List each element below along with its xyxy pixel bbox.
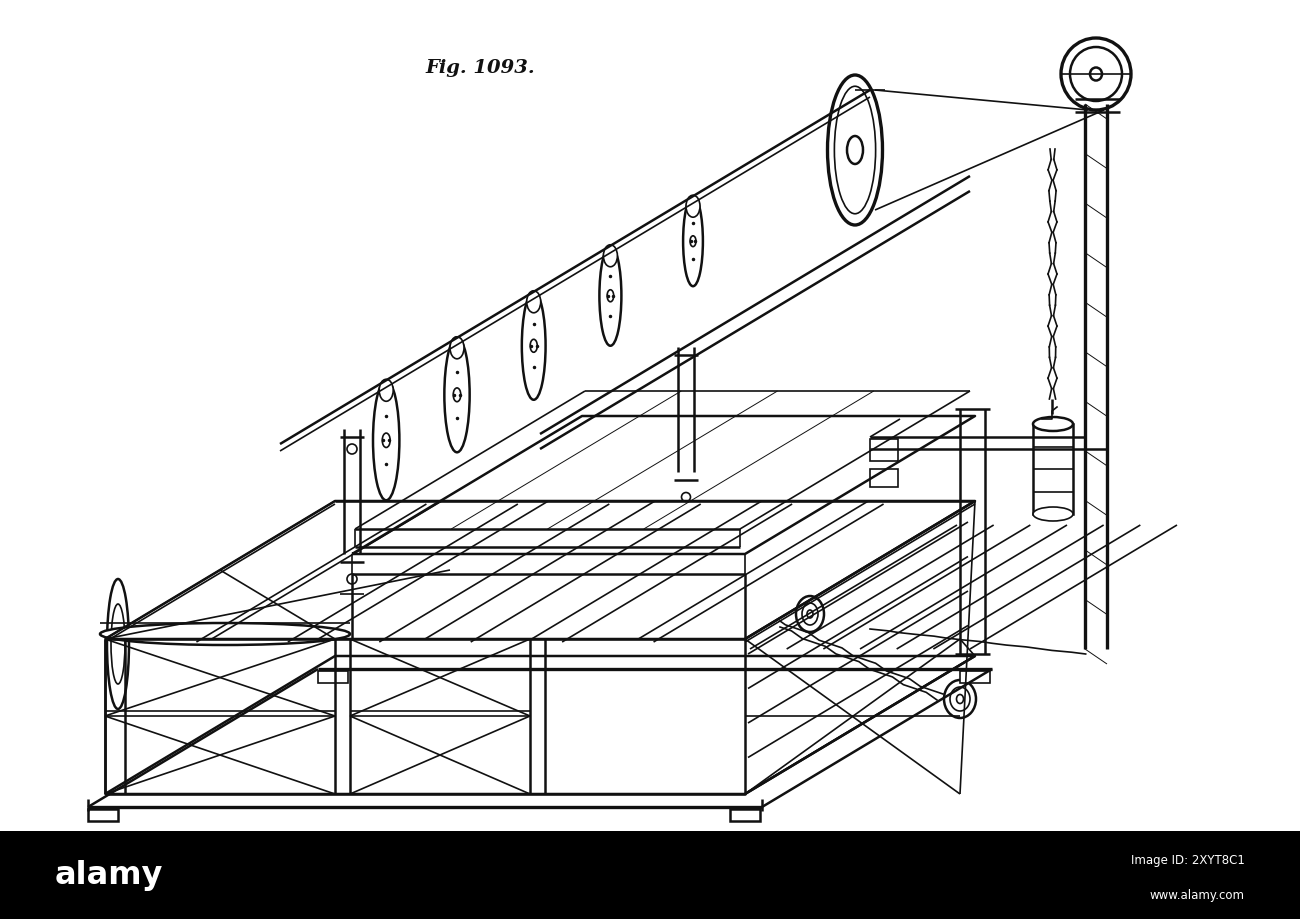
Ellipse shape xyxy=(828,76,883,226)
Ellipse shape xyxy=(530,340,537,353)
Ellipse shape xyxy=(796,596,824,632)
Ellipse shape xyxy=(526,291,541,313)
Ellipse shape xyxy=(450,337,464,359)
Ellipse shape xyxy=(100,623,350,645)
Ellipse shape xyxy=(445,338,469,453)
Ellipse shape xyxy=(807,610,812,618)
Bar xyxy=(0,831,1300,919)
Ellipse shape xyxy=(373,380,399,501)
Ellipse shape xyxy=(686,196,699,218)
Ellipse shape xyxy=(1034,507,1072,521)
Bar xyxy=(318,671,348,683)
Text: www.alamy.com: www.alamy.com xyxy=(1150,888,1245,901)
Ellipse shape xyxy=(802,604,818,625)
Text: alamy: alamy xyxy=(55,859,164,891)
Ellipse shape xyxy=(380,380,393,402)
Ellipse shape xyxy=(454,389,460,403)
Bar xyxy=(731,809,760,821)
Ellipse shape xyxy=(944,680,976,719)
Ellipse shape xyxy=(382,434,390,448)
Ellipse shape xyxy=(1061,39,1131,111)
Ellipse shape xyxy=(107,579,129,709)
Ellipse shape xyxy=(603,245,618,267)
Ellipse shape xyxy=(848,137,863,165)
Ellipse shape xyxy=(682,197,703,287)
Ellipse shape xyxy=(599,246,621,346)
Text: Fig. 1093.: Fig. 1093. xyxy=(425,59,534,77)
Ellipse shape xyxy=(950,687,970,711)
Ellipse shape xyxy=(1034,417,1072,432)
Ellipse shape xyxy=(957,695,963,704)
Ellipse shape xyxy=(1070,48,1122,102)
Bar xyxy=(870,470,898,487)
Text: Image ID: 2XYT8C1: Image ID: 2XYT8C1 xyxy=(1131,853,1245,866)
Bar xyxy=(959,671,991,683)
Bar xyxy=(1034,425,1072,515)
Ellipse shape xyxy=(521,292,546,401)
Bar xyxy=(870,439,898,461)
Ellipse shape xyxy=(1089,68,1102,82)
Ellipse shape xyxy=(607,290,614,302)
Bar xyxy=(88,809,118,821)
Ellipse shape xyxy=(690,236,696,247)
